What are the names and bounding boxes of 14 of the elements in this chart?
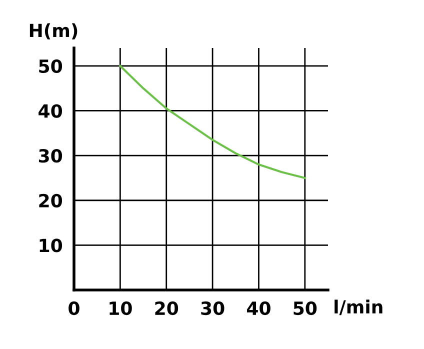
x-tick-label: 40 [246, 301, 270, 316]
y-tick-label: 10 [40, 238, 62, 252]
y-tick-label: 20 [39, 194, 62, 208]
y-tick-label: 50 [39, 59, 62, 74]
x-axis-title: l/min [334, 300, 382, 316]
y-tick-label: 40 [38, 104, 62, 118]
line-series [119, 64, 306, 180]
y-axis-title: H(m) [30, 23, 78, 40]
x-tick-label: 20 [155, 301, 178, 316]
x-tick-label: 50 [294, 301, 317, 316]
y-tick-label: 30 [38, 149, 62, 163]
x-tick-label: 0 [68, 301, 80, 316]
x-tick-label: 10 [110, 301, 132, 316]
x-tick-label: 30 [201, 301, 224, 316]
